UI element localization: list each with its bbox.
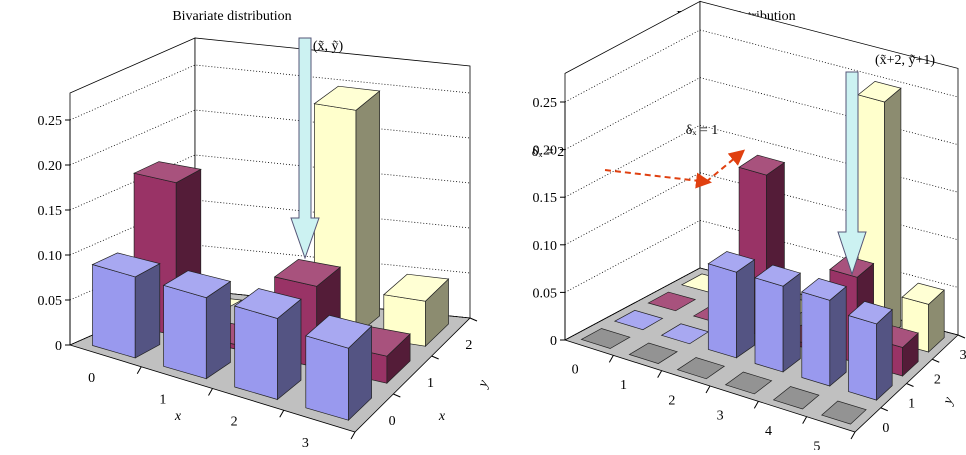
x-tick-label: 3 [717,409,724,424]
tick-mark [470,318,477,321]
tick-mark [609,355,613,362]
bar-side [736,260,754,358]
x-tick-label: 3 [302,436,309,450]
bar [849,301,893,400]
chart-title: Bivariate distribution [172,9,291,24]
bar-side [135,264,160,358]
x-tick-label: 1 [159,393,166,408]
bar-front [849,316,877,401]
bar-side [877,310,893,401]
chart: Bivariate distribution00.050.100.150.200… [438,1,966,450]
bar-front [708,264,736,358]
x-tick-label: 2 [668,393,675,408]
y-axis-label: y [940,395,957,409]
y-tick-label: 2 [934,372,941,387]
bar-front [164,285,207,378]
x-tick-label: 2 [231,414,238,429]
y-tick-label: 1 [427,376,434,391]
x-axis-label: x [438,409,446,424]
z-tick-label: 0.15 [533,191,558,206]
bar-side [356,91,380,335]
tick-mark [907,384,914,387]
tick-mark [932,359,939,362]
tick-mark [432,356,439,359]
bar-front [755,278,783,372]
z-tick-label: 0 [550,334,557,349]
z-tick-label: 0.25 [533,96,558,111]
bar [93,253,160,358]
x-tick-label: 5 [813,439,820,450]
tick-mark [803,417,807,424]
tick-mark [209,389,213,396]
bar [306,315,372,420]
annotation: δₓ = 2 [532,145,565,160]
z-tick-label: 0.25 [38,114,63,129]
z-tick-label: 0.15 [38,204,63,219]
z-tick-label: 0.20 [38,159,63,174]
tick-mark [754,401,758,408]
bar-front [802,292,830,386]
y-axis-label: y [475,378,492,392]
x-tick-label: 4 [765,424,772,439]
y-tick-label: 2 [465,338,472,353]
bar-front [93,265,136,358]
bar [708,252,754,358]
tick-mark [958,335,965,338]
bar [164,271,231,379]
x-tick-label: 0 [88,371,95,386]
bar [755,265,800,372]
y-tick-label: 0 [389,414,396,429]
x-tick-label: 0 [572,363,579,378]
z-tick-label: 0.05 [38,294,63,309]
charts: Bivariate distribution 0 0.05 0.10 0.15 0.20 0… [38,1,966,450]
tick-mark [658,371,662,378]
bar [802,278,846,386]
annotation: (x̃+2, ỹ+1) [875,53,935,68]
bar-front [306,336,349,420]
bar-front [235,306,278,400]
annotation: δₓ = 1 [686,123,719,138]
tick-mark [393,394,400,397]
chart: Bivariate distribution 0 0.05 0.10 0.15 0.20 0… [38,9,493,450]
x-tick-label: 1 [620,378,627,393]
y-tick-label: 0 [882,421,889,436]
annotation: (x̃, ỹ) [313,39,344,54]
bar [235,289,301,400]
tick-mark [706,386,710,393]
bar-side [206,281,230,378]
tick-mark [137,367,141,374]
z-tick-label: 0.10 [38,249,63,264]
tick-mark [881,408,888,411]
z-tick-label: 0 [55,339,62,354]
z-tick-label: 0.10 [533,239,558,254]
bar-side [830,287,846,387]
x-axis-label: x [174,409,182,424]
bar-side [885,88,901,340]
tick-mark [280,410,284,417]
tick-mark [851,432,855,439]
y-tick-label: 1 [908,397,915,412]
z-tick-label: 0.05 [533,286,558,301]
bar-side [783,273,800,372]
tick-mark [351,432,355,439]
y-tick-label: 3 [960,348,966,363]
